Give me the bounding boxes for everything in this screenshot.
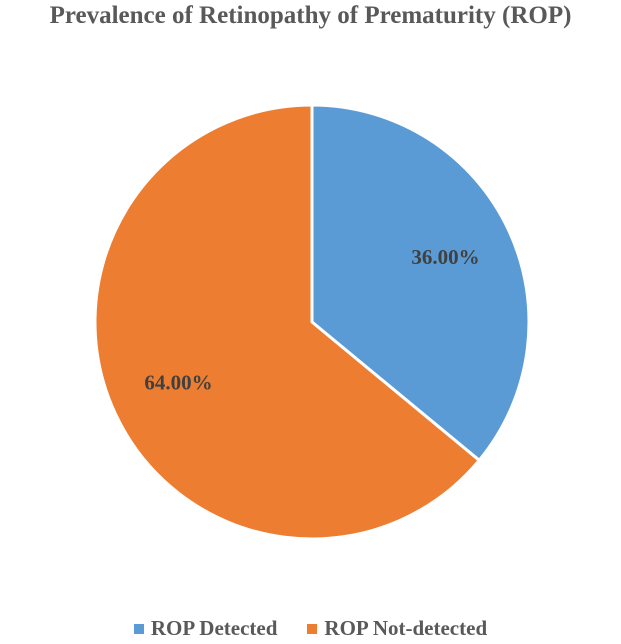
legend: ROP Detected ROP Not-detected (0, 616, 621, 641)
legend-label-1: ROP Not-detected (324, 616, 488, 640)
legend-item-0: ROP Detected (133, 616, 278, 641)
pie-slice-0 (310, 103, 531, 462)
pie-slice-1 (93, 103, 481, 541)
legend-label-0: ROP Detected (150, 616, 278, 640)
data-label-0: 36.00% (411, 245, 479, 269)
legend-swatch-1 (307, 623, 318, 634)
chart-title: Prevalence of Retinopathy of Prematurity… (49, 2, 572, 29)
legend-swatch-0 (133, 623, 144, 634)
data-label-1: 64.00% (144, 371, 212, 395)
legend-item-1: ROP Not-detected (307, 616, 487, 641)
